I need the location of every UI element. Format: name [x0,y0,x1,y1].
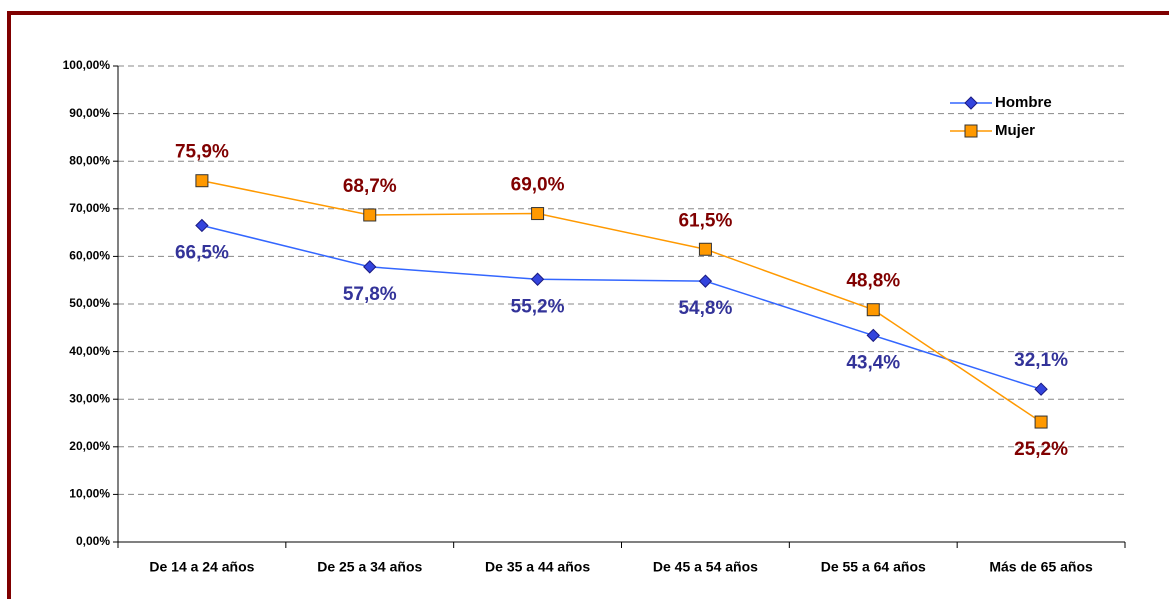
x-tick-label: De 55 a 64 años [821,559,926,575]
value-label: 32,1% [1014,350,1068,371]
x-tick-label: De 25 a 34 años [317,559,422,575]
point [363,208,377,222]
point [866,328,880,343]
point [1034,382,1048,396]
y-tick-label: 70,00% [69,201,110,215]
value-label: 54,8% [678,298,732,319]
point [531,207,545,221]
y-tick-label: 10,00% [69,487,110,501]
series-line [201,179,1042,423]
point [195,174,209,188]
y-tick-label: 100,00% [63,58,111,72]
point [195,218,209,233]
x-tick-label: De 45 a 54 años [653,559,758,575]
y-tick-label: 20,00% [69,439,110,453]
value-label: 48,8% [846,271,900,292]
series-line [201,224,1042,390]
y-tick-label: 0,00% [76,534,110,548]
x-tick-label: De 35 a 44 años [485,559,590,575]
point [363,260,377,274]
value-label: 25,2% [1014,439,1068,460]
legend-marker [964,124,978,138]
point [530,272,545,286]
y-tick-label: 50,00% [69,296,110,310]
y-tick-label: 90,00% [69,106,110,120]
x-tick-label: De 14 a 24 años [149,559,254,575]
legend-marker [964,96,978,110]
y-tick-label: 30,00% [69,391,110,405]
y-tick-label: 40,00% [69,344,110,358]
point [1034,415,1048,429]
point [866,303,880,317]
legend-label: Hombre [995,94,1052,111]
value-label: 69,0% [511,175,565,196]
value-label: 68,7% [343,176,397,197]
x-tick-label: Más de 65 años [989,559,1093,575]
value-label: 61,5% [678,210,732,231]
point [698,242,712,256]
value-label: 75,9% [175,142,229,163]
y-tick-label: 60,00% [69,249,110,263]
legend-label: Mujer [995,122,1035,139]
value-label: 55,2% [511,296,565,317]
point [698,274,713,288]
value-label: 43,4% [846,352,900,373]
value-label: 66,5% [175,242,229,263]
value-label: 57,8% [343,284,397,305]
y-tick-label: 80,00% [69,153,110,167]
chart-frame [7,11,1169,599]
